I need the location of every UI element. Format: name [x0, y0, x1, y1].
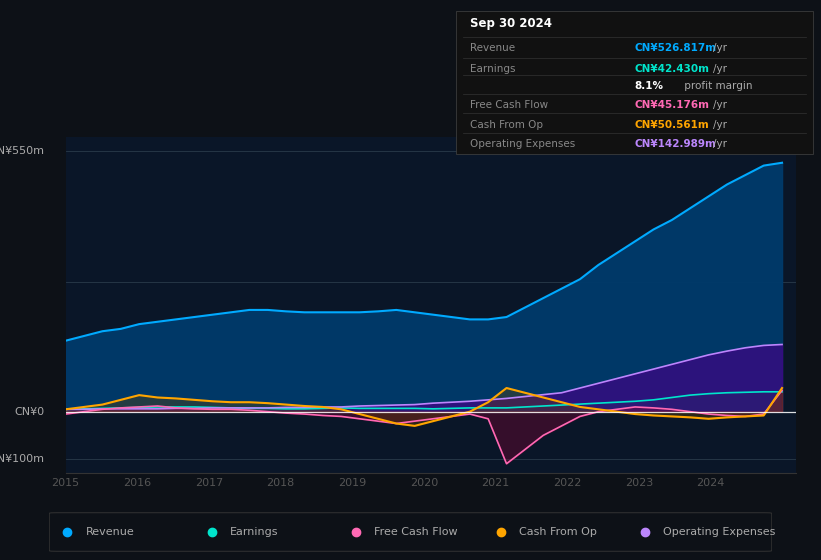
- Text: CN¥550m: CN¥550m: [0, 146, 44, 156]
- Text: CN¥50.561m: CN¥50.561m: [635, 120, 709, 130]
- FancyBboxPatch shape: [456, 11, 813, 154]
- Text: /yr: /yr: [713, 139, 727, 149]
- Text: -CN¥100m: -CN¥100m: [0, 454, 44, 464]
- Text: CN¥45.176m: CN¥45.176m: [635, 100, 709, 110]
- Text: Earnings: Earnings: [230, 527, 278, 537]
- Text: profit margin: profit margin: [681, 81, 752, 91]
- Text: Earnings: Earnings: [470, 64, 516, 74]
- Text: CN¥42.430m: CN¥42.430m: [635, 64, 709, 74]
- Text: Free Cash Flow: Free Cash Flow: [470, 100, 548, 110]
- Text: /yr: /yr: [713, 120, 727, 130]
- Text: Operating Expenses: Operating Expenses: [663, 527, 776, 537]
- Text: CN¥526.817m: CN¥526.817m: [635, 43, 717, 53]
- Text: /yr: /yr: [713, 43, 727, 53]
- Text: /yr: /yr: [713, 64, 727, 74]
- Text: Sep 30 2024: Sep 30 2024: [470, 17, 552, 30]
- Text: Cash From Op: Cash From Op: [519, 527, 597, 537]
- Text: CN¥0: CN¥0: [14, 407, 44, 417]
- Text: Cash From Op: Cash From Op: [470, 120, 543, 130]
- Text: 8.1%: 8.1%: [635, 81, 663, 91]
- Text: Revenue: Revenue: [85, 527, 134, 537]
- Text: Free Cash Flow: Free Cash Flow: [374, 527, 458, 537]
- Text: Operating Expenses: Operating Expenses: [470, 139, 576, 149]
- Text: Revenue: Revenue: [470, 43, 515, 53]
- Text: CN¥142.989m: CN¥142.989m: [635, 139, 716, 149]
- Text: /yr: /yr: [713, 100, 727, 110]
